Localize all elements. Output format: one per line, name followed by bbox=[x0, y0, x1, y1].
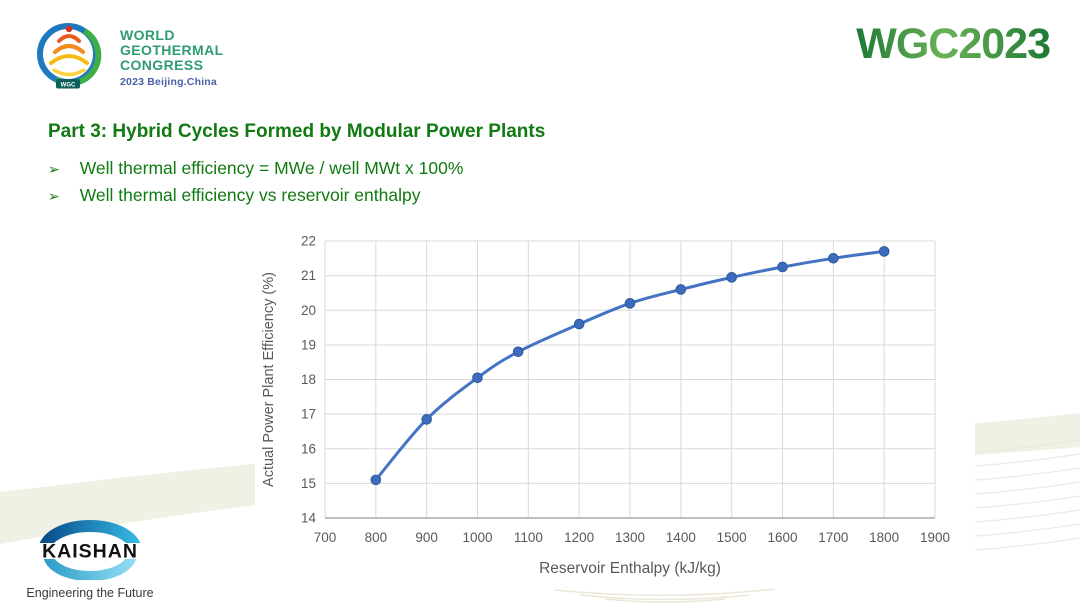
svg-text:700: 700 bbox=[314, 530, 337, 545]
arrow-bullet-icon: ➢ bbox=[48, 161, 60, 177]
svg-text:1400: 1400 bbox=[666, 530, 696, 545]
efficiency-chart-svg: 14 15 16 17 18 19 20 21 22 700 800 900 1000 1100 1200 1… bbox=[261, 234, 950, 578]
congress-line-1: WORLD bbox=[120, 27, 175, 43]
svg-text:16: 16 bbox=[301, 441, 316, 456]
congress-logo: WGC WORLD GEOTHERMAL CONGRESS 2023 Beiji… bbox=[28, 18, 224, 94]
svg-text:Actual Power Plant Efficiency: Actual Power Plant Efficiency (%) bbox=[261, 272, 277, 487]
svg-text:15: 15 bbox=[301, 476, 316, 491]
kaishan-ellipse-icon: KAISHAN bbox=[32, 520, 148, 581]
bullet-text: Well thermal efficiency = MWe / well MWt… bbox=[79, 158, 464, 178]
svg-text:18: 18 bbox=[301, 372, 316, 387]
wgc-globe-icon: WGC bbox=[37, 23, 102, 89]
congress-logo-text: WORLD GEOTHERMAL CONGRESS 2023 Beijing.C… bbox=[120, 18, 224, 94]
bullet-list: ➢ Well thermal efficiency = MWe / well M… bbox=[48, 158, 463, 212]
svg-text:1300: 1300 bbox=[615, 530, 645, 545]
wgc-badge-text: WGC bbox=[61, 82, 76, 88]
bullet-item: ➢ Well thermal efficiency vs reservoir e… bbox=[48, 185, 463, 206]
svg-text:21: 21 bbox=[301, 268, 316, 283]
congress-line-3: CONGRESS bbox=[120, 57, 204, 74]
svg-text:1700: 1700 bbox=[818, 530, 848, 545]
svg-text:1000: 1000 bbox=[462, 530, 492, 545]
bullet-text: Well thermal efficiency vs reservoir ent… bbox=[79, 185, 421, 205]
efficiency-chart: 14 15 16 17 18 19 20 21 22 700 800 900 1000 1100 1200 1… bbox=[255, 232, 975, 580]
svg-text:14: 14 bbox=[301, 511, 317, 526]
kaishan-wordmark: KAISHAN bbox=[42, 541, 138, 563]
svg-text:1600: 1600 bbox=[767, 530, 797, 545]
svg-text:22: 22 bbox=[301, 234, 316, 249]
svg-text:1500: 1500 bbox=[717, 530, 747, 545]
wgc2023-wordmark: WGC2023 bbox=[856, 20, 1051, 68]
svg-text:1200: 1200 bbox=[564, 530, 594, 545]
svg-text:1900: 1900 bbox=[920, 530, 950, 545]
svg-text:17: 17 bbox=[301, 407, 316, 422]
svg-text:900: 900 bbox=[415, 530, 438, 545]
kaishan-logo: KAISHAN Engineering the Future bbox=[20, 516, 160, 600]
bullet-item: ➢ Well thermal efficiency = MWe / well M… bbox=[48, 158, 463, 179]
svg-text:1100: 1100 bbox=[514, 530, 543, 545]
kaishan-tagline: Engineering the Future bbox=[26, 586, 154, 600]
svg-text:20: 20 bbox=[301, 303, 316, 318]
slide-title: Part 3: Hybrid Cycles Formed by Modular … bbox=[48, 121, 546, 142]
svg-text:1800: 1800 bbox=[869, 530, 899, 545]
congress-line-2: GEOTHERMAL bbox=[120, 42, 224, 59]
svg-text:800: 800 bbox=[365, 530, 388, 545]
arrow-bullet-icon: ➢ bbox=[48, 188, 60, 204]
congress-subtitle: 2023 Beijing.China bbox=[120, 76, 217, 89]
svg-text:19: 19 bbox=[301, 337, 316, 352]
svg-text:Reservoir Enthalpy (kJ/kg): Reservoir Enthalpy (kJ/kg) bbox=[539, 560, 721, 577]
